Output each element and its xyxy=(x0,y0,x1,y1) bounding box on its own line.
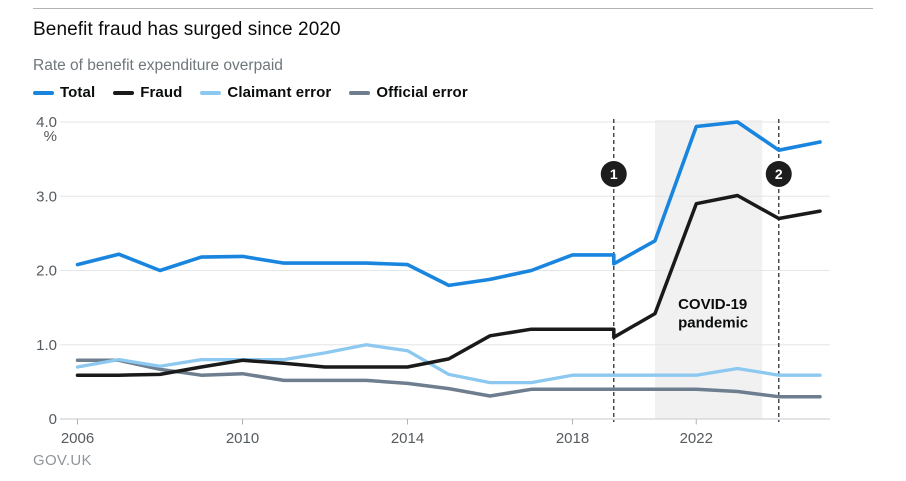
x-axis-label-2022: 2022 xyxy=(680,430,713,447)
legend-swatch-icon xyxy=(200,90,222,95)
legend-label: Fraud xyxy=(140,84,183,101)
y-axis-label-4.0: 4.0 xyxy=(36,114,57,131)
legend-swatch-icon xyxy=(33,90,54,95)
y-axis-label-2.0: 2.0 xyxy=(36,263,57,280)
footnote-marker-2 xyxy=(765,160,792,187)
y-axis-label-1.0: 1.0 xyxy=(36,337,57,354)
legend-item-fraud: Fraud xyxy=(113,84,182,101)
series-line-claimant-error xyxy=(75,343,822,385)
legend-item-total: Total xyxy=(33,84,95,101)
page-title: Benefit fraud has surged since 2020 xyxy=(33,19,341,40)
footnote-marker-1 xyxy=(600,160,627,187)
covid-region-label-line-1: COVID-19 xyxy=(678,296,747,313)
chart-legend: Total Fraud Claimant error Official error xyxy=(33,84,468,101)
y-axis-label-3.0: 3.0 xyxy=(36,188,57,205)
legend-label: Official error xyxy=(376,84,468,101)
footnote-marker-number-2: 2 xyxy=(775,166,783,182)
x-axis-label-2010: 2010 xyxy=(226,430,259,447)
x-axis-label-2006: 2006 xyxy=(61,430,94,447)
legend-item-official-error: Official error xyxy=(349,84,468,101)
x-axis-label-2014: 2014 xyxy=(391,430,424,447)
legend-swatch-icon xyxy=(349,90,371,95)
legend-label: Total xyxy=(60,84,96,101)
legend-label: Claimant error xyxy=(227,84,332,101)
top-divider-rule xyxy=(33,8,873,9)
covid-region-label-line-2: pandemic xyxy=(678,315,748,332)
chart-subtitle: Rate of benefit expenditure overpaid xyxy=(33,57,283,74)
legend-swatch-icon xyxy=(113,90,135,95)
legend-item-claimant-error: Claimant error xyxy=(200,84,331,101)
y-axis-unit-label: % xyxy=(44,128,57,145)
series-line-official-error xyxy=(75,358,822,399)
series-line-fraud xyxy=(75,193,822,377)
source-attribution: GOV.UK xyxy=(33,452,92,469)
series-line-total xyxy=(75,120,822,288)
y-axis-label-0: 0 xyxy=(49,411,57,428)
footnote-marker-number-1: 1 xyxy=(610,166,618,182)
x-axis-label-2018: 2018 xyxy=(556,430,589,447)
